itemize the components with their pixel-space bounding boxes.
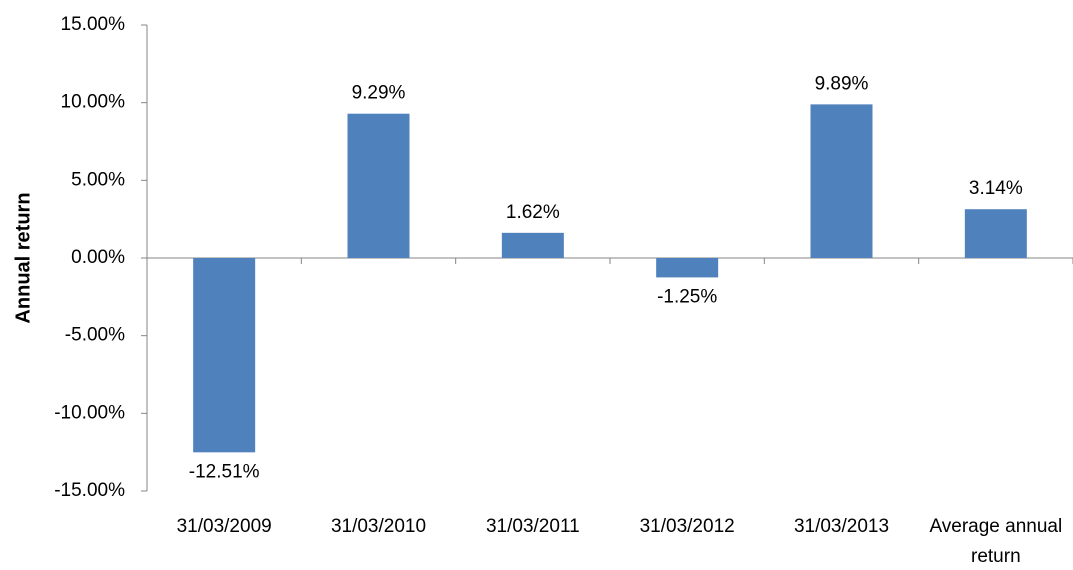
bar <box>656 258 719 278</box>
x-tick-label: Average annual return <box>929 516 1063 567</box>
y-tick-label: 0.00% <box>71 247 125 268</box>
y-tick-label: 5.00% <box>71 169 125 190</box>
bar <box>347 113 410 258</box>
x-tick-label: 31/03/2009 <box>176 516 272 537</box>
y-tick-label: 15.00% <box>61 14 126 35</box>
x-tick-label: 31/03/2010 <box>330 516 427 537</box>
value-label: 3.14% <box>969 178 1023 199</box>
value-label: 9.29% <box>352 83 406 104</box>
y-tick-label: -15.00% <box>54 480 125 501</box>
value-label: -12.51% <box>189 461 260 482</box>
x-tick-label: 31/03/2011 <box>485 516 580 537</box>
bar <box>810 104 873 258</box>
x-tick-label: 31/03/2013 <box>793 516 890 537</box>
y-axis-title: Annual return <box>12 192 34 323</box>
x-tick-label: 31/03/2012 <box>639 516 735 537</box>
bar <box>964 209 1027 258</box>
y-tick-label: 10.00% <box>61 92 126 113</box>
bar <box>193 258 256 453</box>
value-label: 9.89% <box>815 73 869 94</box>
y-tick-label: -10.00% <box>54 402 125 423</box>
y-tick-label: -5.00% <box>65 325 125 346</box>
bar <box>501 232 564 258</box>
value-label: 1.62% <box>506 202 560 223</box>
value-label: -1.25% <box>657 286 717 307</box>
